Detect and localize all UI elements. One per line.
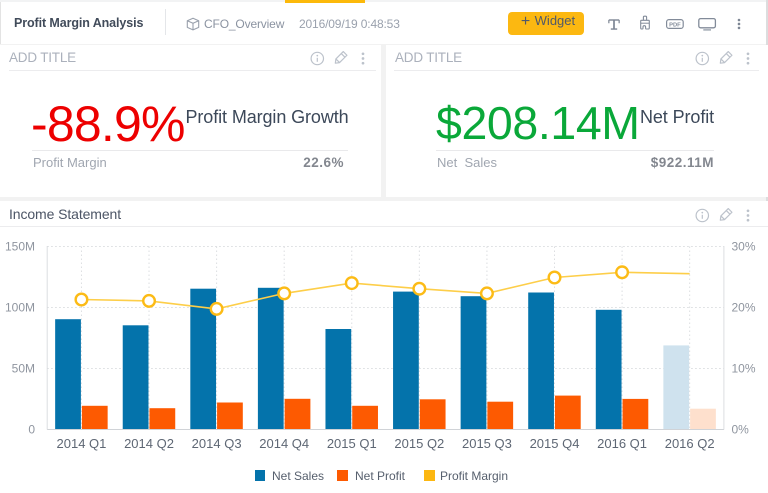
svg-text:2014 Q4: 2014 Q4 <box>259 436 309 451</box>
svg-text:2016 Q2: 2016 Q2 <box>665 436 715 451</box>
svg-text:2015 Q2: 2015 Q2 <box>394 436 444 451</box>
svg-text:10%: 10% <box>732 362 756 376</box>
svg-text:2015 Q3: 2015 Q3 <box>462 436 512 451</box>
svg-text:150M: 150M <box>5 240 35 254</box>
svg-text:30%: 30% <box>732 240 756 254</box>
svg-text:PDF: PDF <box>669 22 681 28</box>
svg-text:2014 Q3: 2014 Q3 <box>192 436 242 451</box>
svg-text:100M: 100M <box>5 301 35 315</box>
svg-text:2014 Q1: 2014 Q1 <box>57 436 107 451</box>
svg-text:2016 Q1: 2016 Q1 <box>597 436 647 451</box>
svg-text:20%: 20% <box>732 301 756 315</box>
svg-text:2015 Q1: 2015 Q1 <box>327 436 377 451</box>
svg-text:50M: 50M <box>12 362 35 376</box>
svg-text:2015 Q4: 2015 Q4 <box>530 436 580 451</box>
svg-text:2014 Q2: 2014 Q2 <box>124 436 174 451</box>
svg-text:0%: 0% <box>732 423 750 437</box>
svg-text:0: 0 <box>28 423 35 437</box>
